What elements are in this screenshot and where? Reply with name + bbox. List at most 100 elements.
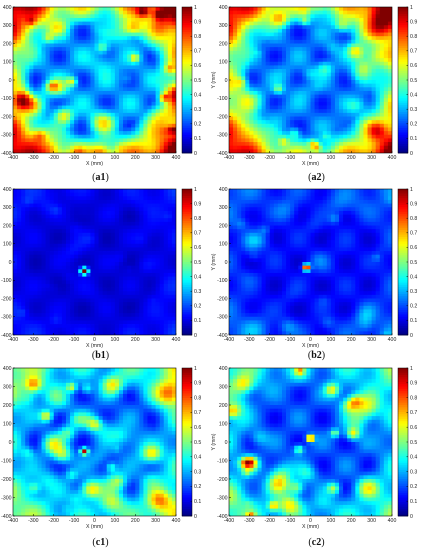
x-tick-label: -400 <box>8 518 18 524</box>
x-tick-label: 300 <box>367 337 376 343</box>
colorbar-tick-label: 0.7 <box>410 49 417 55</box>
y-tick-label: 100 <box>219 60 228 66</box>
colorbar-tick-label: 0.8 <box>194 34 201 40</box>
x-tick-label: 200 <box>347 337 356 343</box>
y-tick-label: -200 <box>1 114 11 120</box>
y-tick-label: -300 <box>217 495 227 501</box>
colorbar-tick-label: 0.1 <box>410 499 417 505</box>
y-tick-label: -400 <box>1 514 11 520</box>
x-tick-label: 400 <box>388 155 397 161</box>
x-tick-label: -200 <box>49 337 59 343</box>
x-tick-label: 400 <box>172 518 181 524</box>
x-tick-label: -300 <box>244 337 254 343</box>
colorbar-tick-label: 0.4 <box>194 92 201 98</box>
y-tick-label: 400 <box>3 187 12 193</box>
x-tick-label: -200 <box>49 155 59 161</box>
colorbar: 0 0.1 0.2 0.3 0.4 0.5 0.6 0.7 0.8 0.9 1 <box>397 366 417 520</box>
x-tick-label: -300 <box>28 337 38 343</box>
y-tick-label: -100 <box>217 458 227 464</box>
x-tick-label: 100 <box>111 518 120 524</box>
colorbar-tick-label: 0.9 <box>410 201 417 207</box>
colorbar-tick-label: 0.3 <box>194 469 201 475</box>
colorbar-tick-label: 0.1 <box>194 318 201 324</box>
colorbar-tick-label: 0.4 <box>194 274 201 280</box>
heatmap-field <box>229 368 392 516</box>
y-axis-label: Y (mm) <box>0 71 1 88</box>
y-tick-label: 0 <box>225 440 228 446</box>
x-tick-label: -100 <box>285 337 295 343</box>
y-tick-label: 200 <box>219 41 228 47</box>
colorbar-tick-label: 0.8 <box>194 216 201 222</box>
x-tick-label: -100 <box>69 337 79 343</box>
x-tick-label: -200 <box>265 518 275 524</box>
colorbar-tick-label: 0.5 <box>194 440 201 446</box>
heatmap-field <box>229 7 392 153</box>
x-axis-label: X (mm) <box>86 524 103 530</box>
heatmap-field <box>229 189 392 335</box>
y-tick-label: -400 <box>1 333 11 339</box>
x-axis-label: X (mm) <box>86 343 103 349</box>
colorbar-tick-label: 0.4 <box>194 455 201 461</box>
colorbar-tick-label: 0.4 <box>410 274 417 280</box>
x-tick-label: -100 <box>69 518 79 524</box>
colorbar-tick-label: 0.7 <box>194 231 201 237</box>
x-tick-label: 300 <box>367 518 376 524</box>
colorbar-tick-label: 0.5 <box>410 440 417 446</box>
x-tick-label: -200 <box>265 155 275 161</box>
heatmap-panel-a2: -400 -300 -200 -100 0 100 200 300 40040030020010… <box>211 5 417 183</box>
x-tick-label: 300 <box>151 155 160 161</box>
y-tick-label: -100 <box>217 96 227 102</box>
colorbar: 0 0.1 0.2 0.3 0.4 0.5 0.6 0.7 0.8 0.9 1 <box>397 5 417 157</box>
y-tick-label: 300 <box>3 205 12 211</box>
x-axis-label: X (mm) <box>302 524 319 530</box>
colorbar-tick-label: 0.5 <box>410 78 417 84</box>
colorbar-tick-label: 0.5 <box>194 260 201 266</box>
colorbar: 0 0.1 0.2 0.3 0.4 0.5 0.6 0.7 0.8 0.9 1 <box>397 187 417 339</box>
heatmap-panel-b2: -400 -300 -200 -100 0 100 200 300 40040030020010… <box>211 187 417 361</box>
colorbar: 0 0.1 0.2 0.3 0.4 0.5 0.6 0.7 0.8 0.9 1 <box>181 5 201 157</box>
heatmap-panel-c2: -400 -300 -200 -100 0 100 200 300 40040030020010… <box>211 366 417 548</box>
x-axis-label: X (mm) <box>86 161 103 167</box>
y-tick-label: 0 <box>225 78 228 84</box>
y-tick-label: -400 <box>217 514 227 520</box>
colorbar-tick-label: 0.5 <box>410 260 417 266</box>
y-tick-label: -400 <box>1 151 11 157</box>
x-tick-label: 100 <box>327 518 336 524</box>
y-axis-label: Y (mm) <box>0 253 1 270</box>
colorbar-tick-label: 0.2 <box>410 122 417 128</box>
y-tick-label: 0 <box>9 260 12 266</box>
colorbar-tick-label: 0 <box>410 151 413 157</box>
y-axis-label: Y (mm) <box>211 433 217 450</box>
x-tick-label: 200 <box>347 155 356 161</box>
colorbar-tick-label: 0.6 <box>194 245 201 251</box>
colorbar-tick-label: 0.6 <box>410 245 417 251</box>
y-tick-label: -200 <box>1 296 11 302</box>
y-tick-label: -300 <box>1 133 11 139</box>
x-tick-label: 400 <box>172 337 181 343</box>
colorbar-tick-label: 0 <box>410 514 413 520</box>
colorbar-tick-label: 0.3 <box>410 469 417 475</box>
colorbar-tick-label: 0.1 <box>194 136 201 142</box>
y-tick-label: 100 <box>3 60 12 66</box>
panel-caption: (b2) <box>308 350 325 361</box>
colorbar-tick-label: 0.2 <box>194 304 201 310</box>
x-tick-label: 400 <box>388 518 397 524</box>
heatmap-panel-b1: -400 -300 -200 -100 0 100 200 300 40040030020010… <box>0 187 201 361</box>
y-axis-label: Y (mm) <box>0 433 1 450</box>
y-tick-label: 100 <box>219 242 228 248</box>
colorbar-tick-label: 0.8 <box>410 34 417 40</box>
x-tick-label: 100 <box>111 155 120 161</box>
y-tick-label: 0 <box>225 260 228 266</box>
y-tick-label: 400 <box>219 366 228 372</box>
colorbar-tick-label: 0.3 <box>410 107 417 113</box>
y-tick-label: 0 <box>9 440 12 446</box>
colorbar-tick-label: 0.2 <box>194 122 201 128</box>
panel-caption: (c2) <box>308 537 324 548</box>
y-tick-label: -100 <box>1 96 11 102</box>
colorbar-tick-label: 0.2 <box>410 484 417 490</box>
colorbar-tick-label: 0.2 <box>194 484 201 490</box>
x-tick-label: -100 <box>69 155 79 161</box>
x-tick-label: -100 <box>285 518 295 524</box>
colorbar-tick-label: 1 <box>194 5 197 11</box>
